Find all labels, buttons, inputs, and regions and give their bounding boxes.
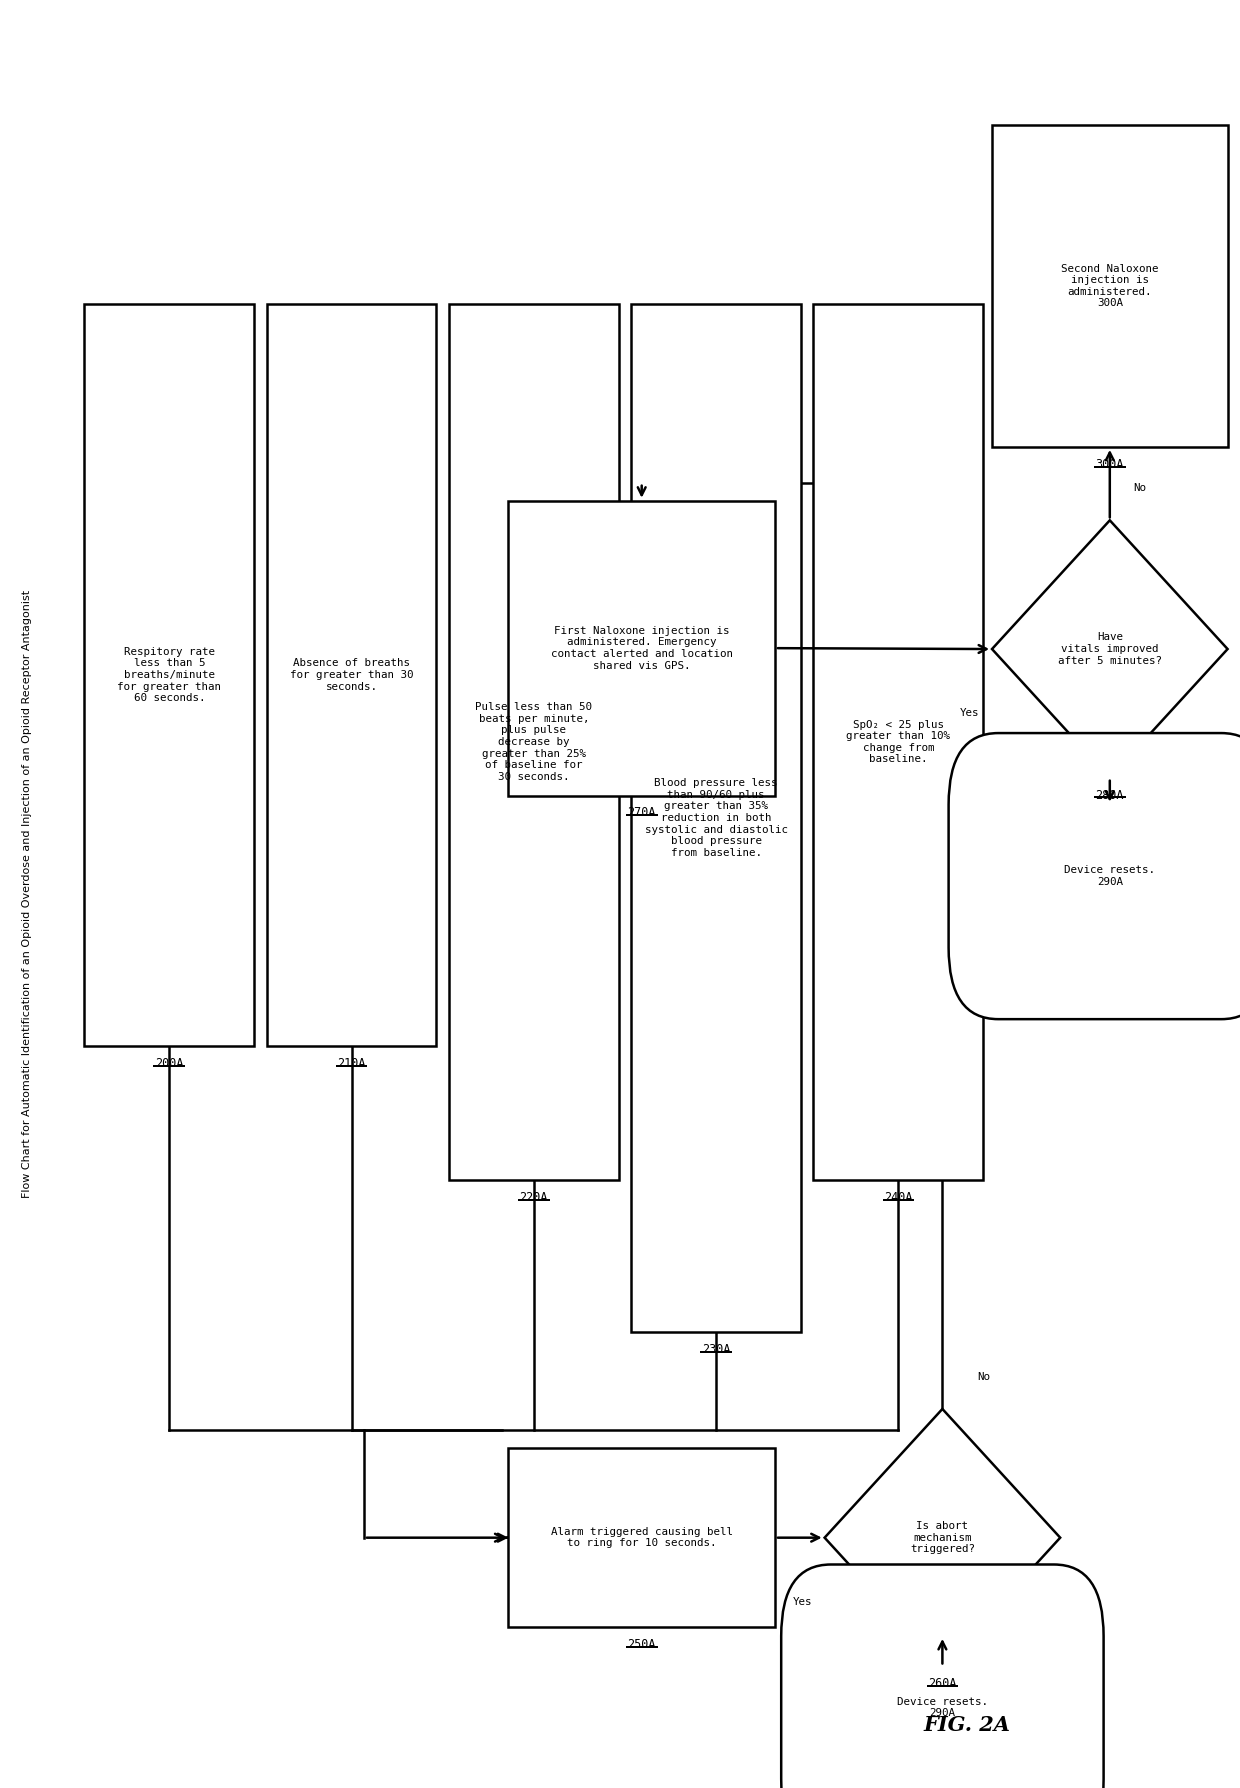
Text: SpO₂ < 25 plus
greater than 10%
change from
baseline.: SpO₂ < 25 plus greater than 10% change f… bbox=[847, 719, 950, 765]
Text: 270A: 270A bbox=[627, 806, 656, 819]
Text: 250A: 250A bbox=[627, 1638, 656, 1650]
Text: Device resets.
290A: Device resets. 290A bbox=[897, 1697, 988, 1718]
Bar bbox=[813, 304, 983, 1180]
Text: Respitory rate
less than 5
breaths/minute
for greater than
60 seconds.: Respitory rate less than 5 breaths/minut… bbox=[118, 647, 221, 703]
Text: 280A: 280A bbox=[1096, 789, 1123, 801]
Bar bbox=[508, 1448, 775, 1627]
FancyBboxPatch shape bbox=[781, 1564, 1104, 1788]
Text: No: No bbox=[1133, 483, 1146, 493]
Text: FIG. 2A: FIG. 2A bbox=[924, 1715, 1011, 1736]
Text: Alarm triggered causing bell
to ring for 10 seconds.: Alarm triggered causing bell to ring for… bbox=[551, 1527, 733, 1548]
Text: 240A: 240A bbox=[884, 1191, 913, 1203]
Bar bbox=[631, 304, 801, 1332]
Bar bbox=[84, 304, 254, 1046]
Text: Pulse less than 50
beats per minute,
plus pulse
decrease by
greater than 25%
of : Pulse less than 50 beats per minute, plu… bbox=[475, 703, 593, 781]
Text: Second Naloxone
injection is
administered.
300A: Second Naloxone injection is administere… bbox=[1061, 263, 1158, 309]
Bar bbox=[508, 501, 775, 796]
Bar bbox=[449, 304, 619, 1180]
Text: Device resets.
290A: Device resets. 290A bbox=[1064, 865, 1156, 887]
Text: Flow Chart for Automatic Identification of an Opioid Overdose and Injection of a: Flow Chart for Automatic Identification … bbox=[22, 590, 32, 1198]
Text: 300A: 300A bbox=[1096, 458, 1123, 470]
Polygon shape bbox=[825, 1409, 1060, 1666]
Text: Yes: Yes bbox=[960, 708, 980, 719]
Text: Is abort
mechanism
triggered?: Is abort mechanism triggered? bbox=[910, 1522, 975, 1554]
Text: 220A: 220A bbox=[520, 1191, 548, 1203]
Bar bbox=[267, 304, 436, 1046]
Text: 230A: 230A bbox=[702, 1343, 730, 1355]
Text: 210A: 210A bbox=[337, 1057, 366, 1069]
Text: Absence of breaths
for greater than 30
seconds.: Absence of breaths for greater than 30 s… bbox=[290, 658, 413, 692]
Text: 200A: 200A bbox=[155, 1057, 184, 1069]
Polygon shape bbox=[992, 520, 1228, 778]
Text: No: No bbox=[977, 1371, 991, 1382]
Text: Blood pressure less
than 90/60 plus
greater than 35%
reduction in both
systolic : Blood pressure less than 90/60 plus grea… bbox=[645, 778, 787, 858]
Text: Have
vitals improved
after 5 minutes?: Have vitals improved after 5 minutes? bbox=[1058, 633, 1162, 665]
Text: Yes: Yes bbox=[792, 1597, 812, 1607]
Bar bbox=[992, 125, 1228, 447]
Text: First Naloxone injection is
administered. Emergency
contact alerted and location: First Naloxone injection is administered… bbox=[551, 626, 733, 670]
FancyBboxPatch shape bbox=[949, 733, 1240, 1019]
Text: 260A: 260A bbox=[929, 1677, 956, 1690]
